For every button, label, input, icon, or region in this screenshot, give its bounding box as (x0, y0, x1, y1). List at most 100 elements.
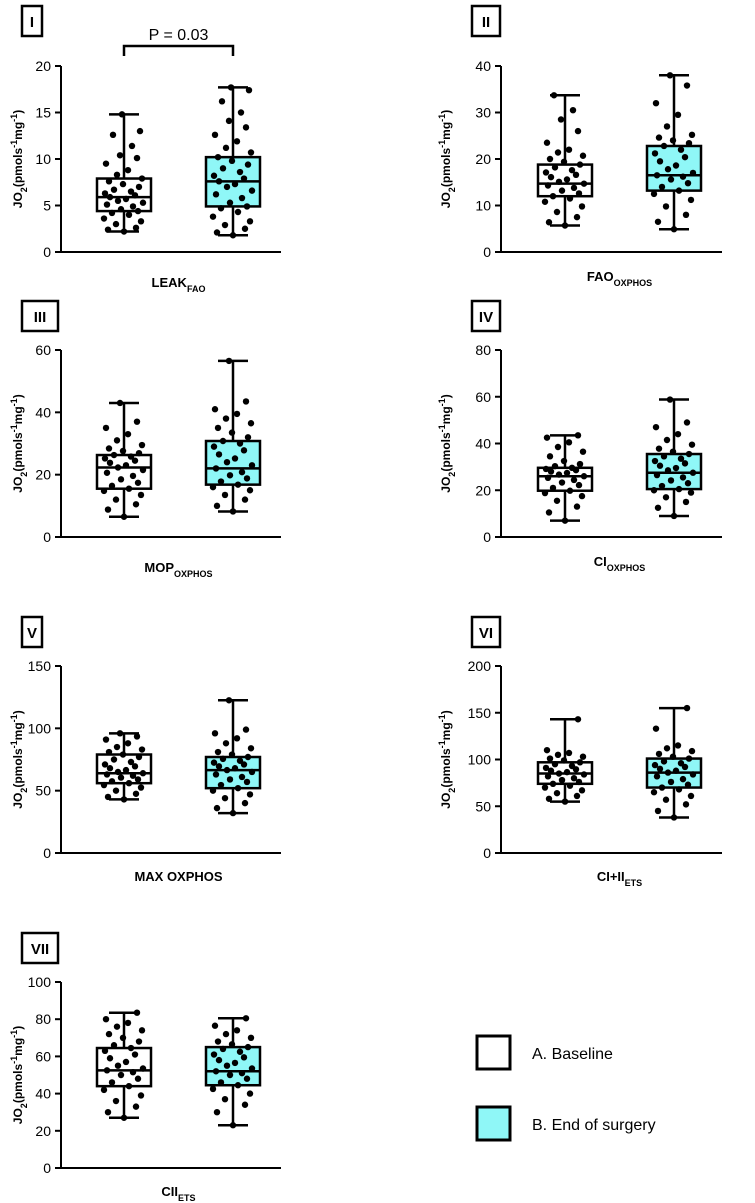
data-point (651, 457, 659, 465)
data-point (547, 767, 555, 774)
data-point (120, 1114, 128, 1121)
data-point (561, 798, 569, 805)
data-point (688, 131, 696, 139)
data-point (134, 479, 142, 486)
data-point (543, 139, 551, 146)
box-end-of-surgery (645, 72, 703, 233)
data-point (573, 792, 581, 800)
data-point (104, 793, 112, 801)
data-point (236, 1048, 244, 1055)
data-point (105, 1030, 113, 1038)
data-point (561, 222, 569, 229)
data-point (135, 183, 143, 191)
data-point (572, 171, 580, 179)
data-point (133, 418, 141, 425)
data-point (244, 161, 252, 168)
data-point (246, 1090, 254, 1097)
data-point (683, 704, 691, 712)
y-tick-label: 20 (35, 58, 51, 74)
data-point (675, 786, 683, 793)
data-point (113, 171, 121, 179)
data-point (248, 768, 256, 776)
data-point (669, 137, 677, 144)
data-point (681, 153, 689, 161)
data-point (656, 158, 664, 165)
data-point (108, 1079, 116, 1086)
data-point (100, 1086, 108, 1094)
data-point (578, 203, 586, 210)
data-point (688, 441, 696, 448)
y-tick-label: 5 (43, 198, 51, 214)
y-tick-label: 50 (35, 783, 51, 799)
data-point (215, 178, 223, 185)
data-point (124, 166, 132, 174)
data-point (241, 225, 249, 232)
data-point (116, 399, 124, 407)
data-point (672, 162, 680, 169)
y-tick-label: 80 (475, 342, 491, 358)
data-point (541, 784, 549, 791)
box-baseline (95, 1009, 153, 1121)
data-point (128, 142, 136, 150)
p-value-label: P = 0.03 (149, 27, 209, 44)
data-point (672, 767, 680, 774)
data-point (211, 131, 219, 139)
data-point (670, 512, 678, 520)
data-point (660, 453, 668, 460)
data-point (134, 1075, 142, 1082)
y-tick-label: 100 (28, 720, 52, 736)
data-point (654, 504, 662, 511)
data-point (225, 117, 233, 125)
y-tick-label: 100 (28, 974, 52, 990)
data-point (112, 496, 120, 503)
data-point (113, 743, 121, 751)
data-point (120, 513, 128, 520)
data-point (209, 483, 217, 491)
data-point (240, 1054, 248, 1061)
panel-vii: 0 20 40 60 80 100 JO2(pmols-1mg-1) VII CIIETS (9, 931, 281, 1203)
data-point (687, 196, 695, 204)
panel-label-box (20, 931, 60, 965)
data-point (247, 149, 255, 156)
data-point (565, 439, 573, 446)
data-point (106, 193, 114, 201)
data-point (132, 224, 140, 232)
data-point (133, 154, 141, 162)
data-point (212, 465, 220, 472)
data-point (243, 1075, 251, 1082)
data-point (666, 72, 674, 79)
data-point (103, 469, 111, 476)
data-point (541, 489, 549, 497)
data-point (139, 770, 147, 777)
data-point (658, 183, 666, 191)
y-tick-label: 20 (35, 1123, 51, 1139)
data-point (578, 492, 586, 500)
data-point (561, 517, 569, 524)
y-tick-label: 150 (28, 658, 52, 674)
data-point (100, 781, 108, 789)
data-point (669, 753, 677, 760)
data-point (231, 180, 239, 188)
data-point (112, 220, 120, 228)
data-point (124, 430, 132, 438)
data-point (114, 1062, 122, 1069)
data-point (133, 1009, 141, 1016)
data-point (675, 187, 683, 194)
data-point (578, 787, 586, 794)
data-point (674, 742, 682, 749)
data-point (246, 791, 254, 798)
data-point (231, 1059, 239, 1067)
data-point (549, 193, 557, 200)
y-tick-label: 0 (43, 529, 51, 545)
data-point (542, 169, 550, 176)
data-point (546, 155, 554, 163)
data-point (234, 1082, 242, 1089)
data-point (214, 153, 222, 161)
data-point (108, 778, 116, 785)
data-point (233, 735, 241, 742)
data-point (247, 745, 255, 752)
data-point (652, 423, 660, 431)
panel-label-box (470, 299, 502, 333)
data-point (568, 762, 576, 770)
